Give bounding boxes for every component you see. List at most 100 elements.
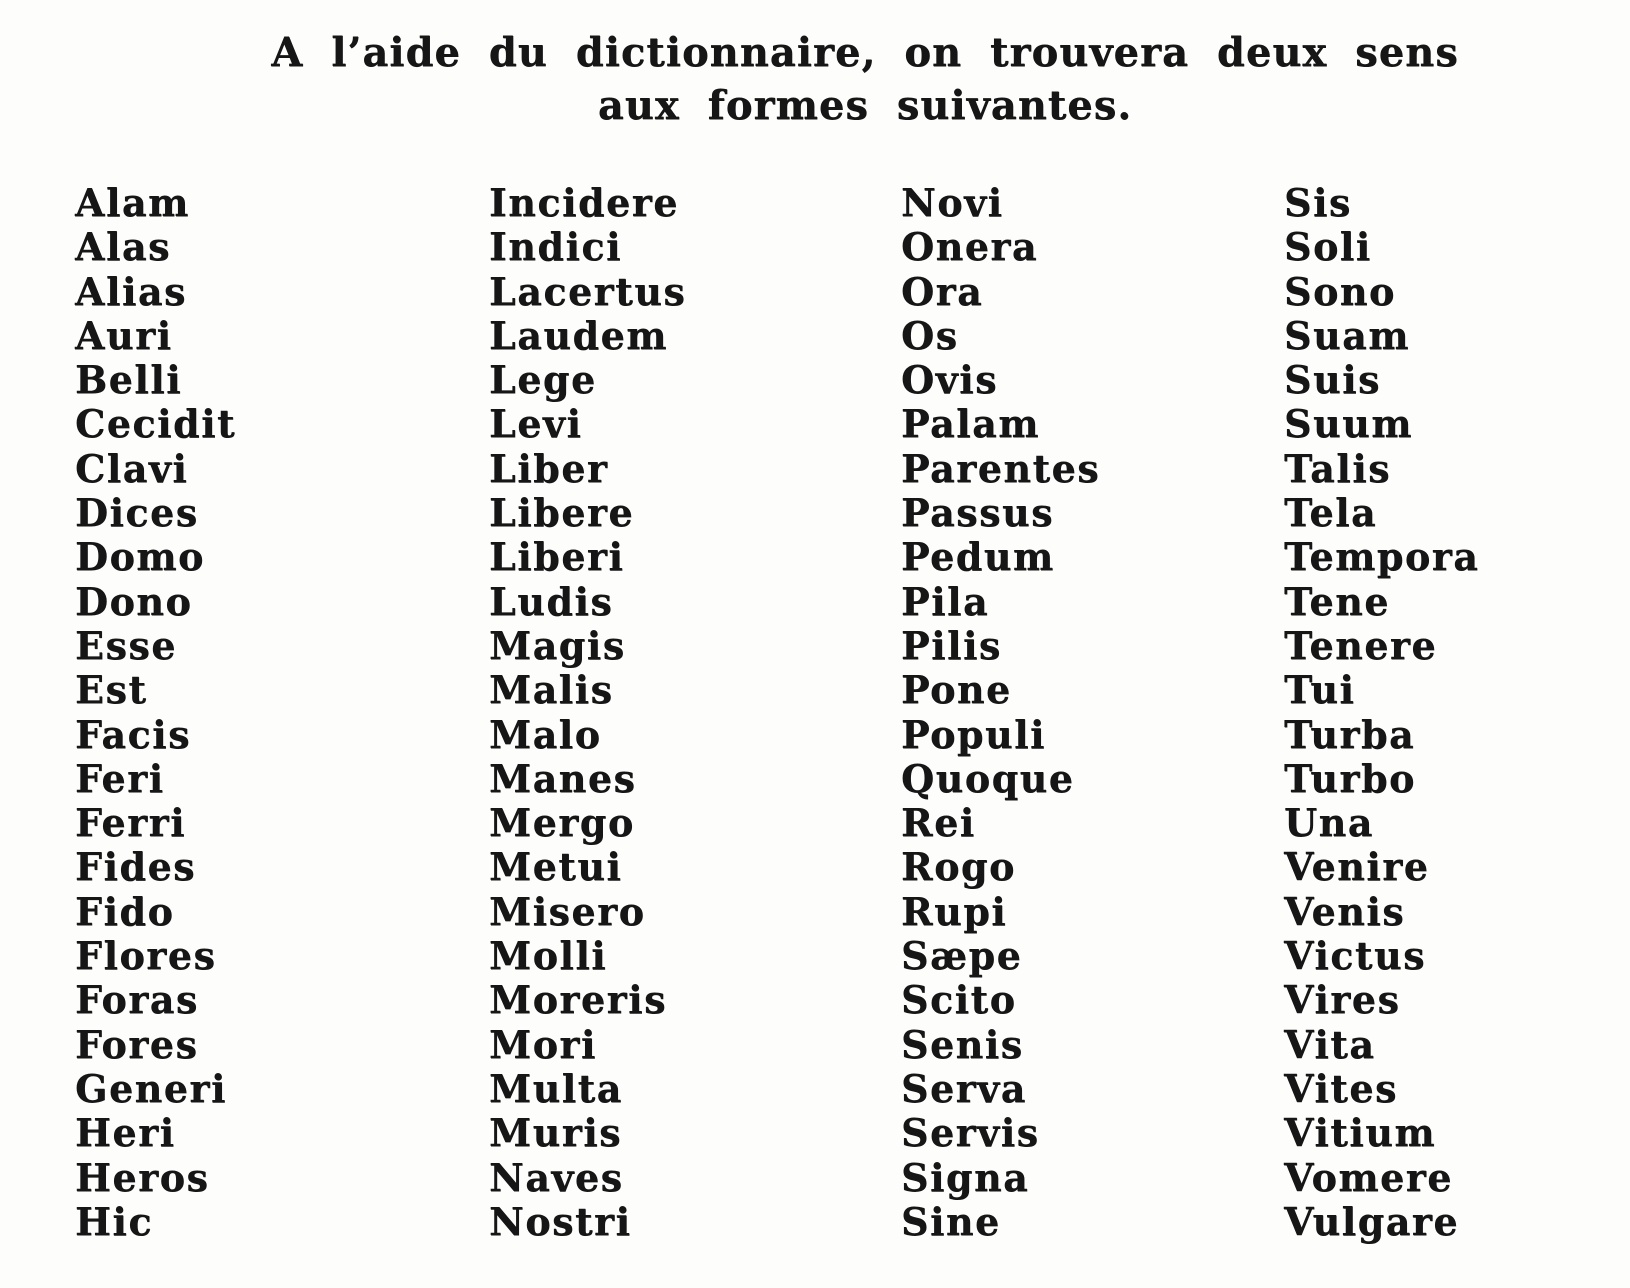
word-item: Sis (1284, 180, 1352, 225)
word-item: Fido (75, 888, 175, 934)
word-item: Facis (75, 711, 191, 757)
word-item: Naves (489, 1154, 624, 1200)
word-item: Sono (1284, 268, 1396, 314)
word-item: Ovis (901, 357, 999, 403)
word-item: Alias (75, 268, 187, 314)
word-item: Vomere (1284, 1154, 1453, 1200)
word-item: Fides (75, 844, 197, 890)
word-item: Alas (75, 224, 171, 270)
word-item: Mori (489, 1021, 597, 1067)
word-item: Foras (75, 977, 199, 1023)
word-item: Misero (489, 888, 646, 934)
word-item: Vires (1284, 977, 1401, 1023)
word-item: Turba (1284, 711, 1416, 757)
word-item: Novi (901, 180, 1004, 225)
word-item: Tenere (1284, 622, 1438, 668)
word-item: Indici (489, 224, 622, 270)
word-item: Suum (1284, 401, 1413, 447)
word-column-3: Novi Onera Ora Os Ovis Palam Parentes Passus Ped… (901, 180, 1101, 1244)
word-item: Heros (75, 1154, 210, 1200)
word-item: Talis (1284, 445, 1392, 491)
word-item: Domo (75, 534, 205, 580)
word-item: Venis (1284, 888, 1406, 934)
word-column-2: Incidere Indici Lacertus Laudem Lege Levi Libe… (489, 180, 687, 1244)
word-item: Moreris (489, 977, 667, 1023)
word-item: Malo (489, 711, 602, 757)
word-item: Feri (75, 755, 165, 801)
word-item: Turbo (1284, 755, 1416, 801)
word-item: Rogo (901, 844, 1016, 890)
exercise-instruction-line-2: aux formes suivantes. (597, 82, 1133, 129)
word-item: Signa (901, 1154, 1030, 1200)
word-item: Levi (489, 401, 583, 447)
word-item: Liber (489, 445, 609, 491)
word-item: Lacertus (489, 268, 687, 314)
word-item: Pedum (901, 534, 1055, 580)
word-item: Scito (901, 977, 1017, 1023)
word-item: Lege (489, 357, 597, 403)
word-item: Ferri (75, 800, 187, 846)
word-list-columns: Alam Alas Alias Auri Belli Cecidit Clavi Dices D… (0, 180, 1630, 1261)
word-item: Cecidit (75, 401, 237, 447)
word-item: Malis (489, 667, 614, 713)
word-item: Pila (901, 578, 990, 624)
word-item: Tela (1284, 490, 1378, 536)
word-item: Tempora (1284, 534, 1480, 580)
word-item: Ludis (489, 578, 614, 624)
word-item: Fores (75, 1021, 199, 1067)
word-item: Esse (75, 622, 177, 668)
word-item: Vita (1284, 1021, 1376, 1067)
word-item: Vitium (1284, 1110, 1437, 1156)
word-item: Dices (75, 490, 199, 536)
word-item: Est (75, 667, 148, 713)
word-item: Magis (489, 622, 626, 668)
word-item: Soli (1284, 224, 1372, 270)
word-item: Suis (1284, 357, 1381, 403)
exercise-instruction: A l’aide du dictionnaire, on trouvera de… (0, 26, 1630, 132)
word-item: Una (1284, 800, 1374, 846)
word-item: Suam (1284, 312, 1410, 358)
word-item: Tene (1284, 578, 1390, 624)
word-item: Laudem (489, 312, 668, 358)
word-item: Quoque (901, 755, 1075, 801)
word-item: Generi (75, 1065, 227, 1111)
word-item: Libere (489, 490, 635, 536)
word-item: Palam (901, 401, 1040, 447)
word-column-4: Sis Soli Sono Suam Suis Suum Talis Tela Tempora T… (1284, 180, 1480, 1244)
word-item: Nostri (489, 1198, 632, 1244)
word-item: Incidere (489, 180, 679, 225)
word-item: Senis (901, 1021, 1024, 1067)
word-item: Rupi (901, 888, 1008, 934)
word-item: Molli (489, 933, 608, 979)
word-item: Multa (489, 1065, 623, 1111)
word-item: Vulgare (1284, 1198, 1460, 1244)
word-item: Mergo (489, 800, 635, 846)
word-item: Clavi (75, 445, 189, 491)
word-item: Hic (75, 1198, 153, 1244)
word-item: Pilis (901, 622, 1002, 668)
word-item: Serva (901, 1065, 1027, 1111)
word-item: Rei (901, 800, 976, 846)
word-item: Dono (75, 578, 193, 624)
word-item: Alam (75, 180, 190, 225)
word-item: Onera (901, 224, 1039, 270)
word-item: Ora (901, 268, 984, 314)
word-item: Sine (901, 1198, 1001, 1244)
word-item: Populi (901, 711, 1046, 757)
word-item: Victus (1284, 933, 1426, 979)
word-item: Metui (489, 844, 623, 890)
word-item: Passus (901, 490, 1054, 536)
word-item: Muris (489, 1110, 623, 1156)
word-item: Sæpe (901, 933, 1023, 979)
word-item: Os (901, 312, 959, 358)
word-item: Manes (489, 755, 637, 801)
word-item: Tui (1284, 667, 1356, 713)
word-item: Heri (75, 1110, 176, 1156)
word-item: Servis (901, 1110, 1040, 1156)
word-column-1: Alam Alas Alias Auri Belli Cecidit Clavi Dices D… (75, 180, 237, 1244)
word-item: Auri (75, 312, 173, 358)
word-item: Parentes (901, 445, 1101, 491)
word-item: Vites (1284, 1065, 1398, 1111)
exercise-instruction-line-1: A l’aide du dictionnaire, on trouvera de… (271, 29, 1459, 76)
